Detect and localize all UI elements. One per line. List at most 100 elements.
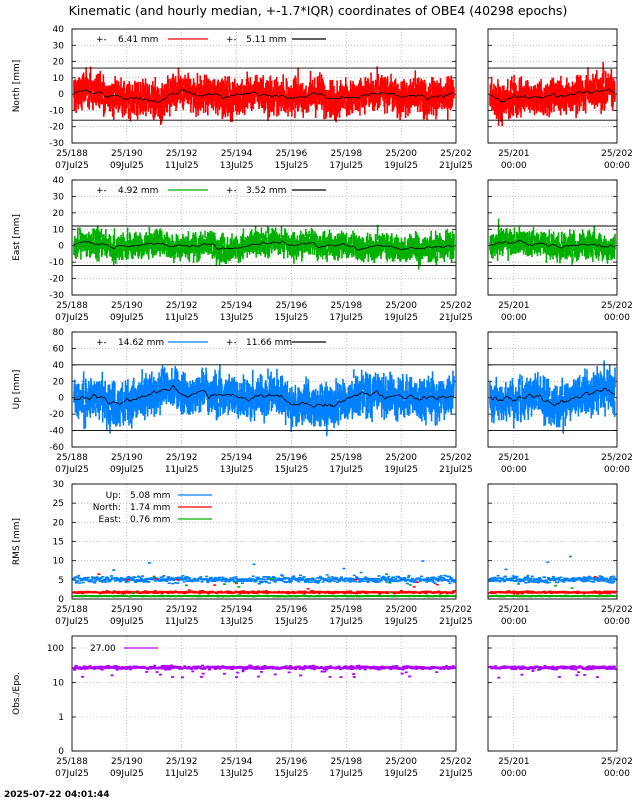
north-main-xtick-top: 25/188 <box>56 149 88 159</box>
up-main-xtick-bottom: 21Jul25 <box>439 465 473 475</box>
up-zoom-data <box>488 360 617 434</box>
east-ytick-label: 40 <box>53 176 65 186</box>
north-ytick-label: 0 <box>58 90 64 100</box>
east-ytick-label: 10 <box>53 225 65 235</box>
north-main-xtick-bottom: 09Jul25 <box>110 161 144 171</box>
up-ytick-label: 60 <box>53 344 65 354</box>
up-main-xtick-bottom: 15Jul25 <box>275 465 309 475</box>
east-legend: +- 4.92 mm +- 3.52 mm <box>96 186 326 196</box>
north-ytick-label: -30 <box>49 139 64 149</box>
north-main-frame <box>71 28 457 144</box>
north-main-xtick-top: 25/198 <box>330 149 362 159</box>
up-ytick-label: 0 <box>58 394 64 404</box>
north-legend-kin-prefix: +- <box>96 35 107 45</box>
east-main-xtick-top: 25/192 <box>166 301 198 311</box>
north-median-line <box>489 88 615 103</box>
panel-rms: RMS [mm]05101520253025/18807Jul2525/1900… <box>12 480 633 627</box>
rms-ytick-label: 25 <box>53 499 64 509</box>
north-main-xtick-top: 25/194 <box>221 149 253 159</box>
north-legend-med-label: 5.11 mm <box>246 35 286 45</box>
up-ylabel: Up [mm] <box>12 370 22 410</box>
north-ytick-label: -20 <box>49 123 64 133</box>
north-main-xtick-top: 25/192 <box>166 149 198 159</box>
up-main-xtick-top: 25/192 <box>166 453 198 463</box>
east-ylabel: East [mm] <box>12 214 22 261</box>
rms-ytick-label: 30 <box>53 480 65 490</box>
east-ytick-label: -20 <box>49 275 64 285</box>
north-median-line <box>73 88 454 103</box>
north-main-xtick-bottom: 15Jul25 <box>275 161 309 171</box>
rms-ytick-label: 15 <box>53 538 64 548</box>
east-main-xtick-bottom: 21Jul25 <box>439 313 473 323</box>
north-zoom-data <box>488 61 617 127</box>
north-ytick-label: 10 <box>53 74 65 84</box>
up-main-xtick-top: 25/196 <box>276 453 308 463</box>
east-median-line <box>489 240 615 249</box>
north-main-xtick-top: 25/190 <box>111 149 143 159</box>
up-main-xtick-top: 25/202 <box>440 453 472 463</box>
east-main-xtick-bottom: 09Jul25 <box>110 313 144 323</box>
up-median-line <box>73 385 454 408</box>
east-legend-med-label: 3.52 mm <box>246 186 286 196</box>
east-main-data <box>72 224 456 270</box>
rms-ytick-label: 10 <box>53 557 65 567</box>
east-ytick-label: 20 <box>53 209 65 219</box>
north-ytick-label: -10 <box>49 106 64 116</box>
north-main-xtick-bottom: 13Jul25 <box>220 161 254 171</box>
up-ytick-label: -40 <box>49 427 64 437</box>
east-main-frame <box>71 179 457 296</box>
east-main-xtick-bottom: 19Jul25 <box>384 313 418 323</box>
east-main-xtick-bottom: 17Jul25 <box>329 313 363 323</box>
east-ytick-label: -30 <box>49 291 64 301</box>
east-main-xtick-top: 25/194 <box>221 301 253 311</box>
up-median-line <box>489 387 615 406</box>
east-main-xtick-bottom: 15Jul25 <box>275 313 309 323</box>
east-zoom-xtick-top: 25/202 <box>601 301 633 311</box>
north-main-xtick-bottom: 07Jul25 <box>55 161 89 171</box>
north-zoom-xtick-bottom: 00:00 <box>604 161 630 171</box>
up-main-xtick-top: 25/200 <box>385 453 417 463</box>
north-main-data <box>72 66 456 125</box>
north-ylabel: North [mm] <box>12 60 22 113</box>
north-main-xtick-top: 25/202 <box>440 149 472 159</box>
up-zoom-xtick-top: 25/202 <box>601 453 633 463</box>
north-main-xtick-top: 25/196 <box>276 149 308 159</box>
east-main-xtick-top: 25/190 <box>111 301 143 311</box>
panel-east: East [mm] -30 -20 -10 0 10 20 30 40 25/188 07Jul25… <box>12 176 633 323</box>
up-main-xtick-top: 25/194 <box>221 453 253 463</box>
north-zoom-xtick-bottom: 00:00 <box>501 161 527 171</box>
up-legend-med-prefix: +- <box>226 338 237 348</box>
north-zoom-xtick-top: 25/201 <box>498 149 530 159</box>
east-median-line <box>73 240 454 251</box>
up-ytick-label: 80 <box>53 328 65 338</box>
east-legend-kin-prefix: +- <box>96 186 107 196</box>
north-zoom-frame <box>487 28 618 144</box>
up-legend-kin-label: 14.62 mm <box>118 338 164 348</box>
east-main-xtick-top: 25/196 <box>276 301 308 311</box>
up-main-xtick-bottom: 07Jul25 <box>55 465 89 475</box>
east-ytick-label: -10 <box>49 258 64 268</box>
north-main-xtick-bottom: 11Jul25 <box>165 161 199 171</box>
up-legend-kin-prefix: +- <box>96 338 107 348</box>
east-legend-kin-label: 4.92 mm <box>118 186 158 196</box>
east-zoom-xtick-bottom: 00:00 <box>604 313 630 323</box>
up-ytick-label: -20 <box>49 410 64 420</box>
east-main-xtick-top: 25/200 <box>385 301 417 311</box>
east-ytick-label: 0 <box>58 242 64 252</box>
rms-ytick-label: 5 <box>58 576 64 586</box>
up-main-data <box>72 364 456 437</box>
up-main-xtick-top: 25/188 <box>56 453 88 463</box>
up-main-xtick-top: 25/198 <box>330 453 362 463</box>
north-legend-med-prefix: +- <box>226 35 237 45</box>
north-main-xtick-bottom: 19Jul25 <box>384 161 418 171</box>
east-zoom-data <box>488 218 617 266</box>
north-ytick-label: 30 <box>53 41 65 51</box>
panel-up: Up [mm] -60 -40 -20 0 20 40 60 80 25/188 07Jul25 25… <box>12 328 633 475</box>
north-ytick-label: 40 <box>53 25 65 35</box>
north-legend: +- 6.41 mm +- 5.11 mm <box>96 35 326 45</box>
north-legend-kin-label: 6.41 mm <box>118 35 158 45</box>
east-legend-med-prefix: +- <box>226 186 237 196</box>
east-main-xtick-bottom: 11Jul25 <box>165 313 199 323</box>
east-main-xtick-top: 25/202 <box>440 301 472 311</box>
